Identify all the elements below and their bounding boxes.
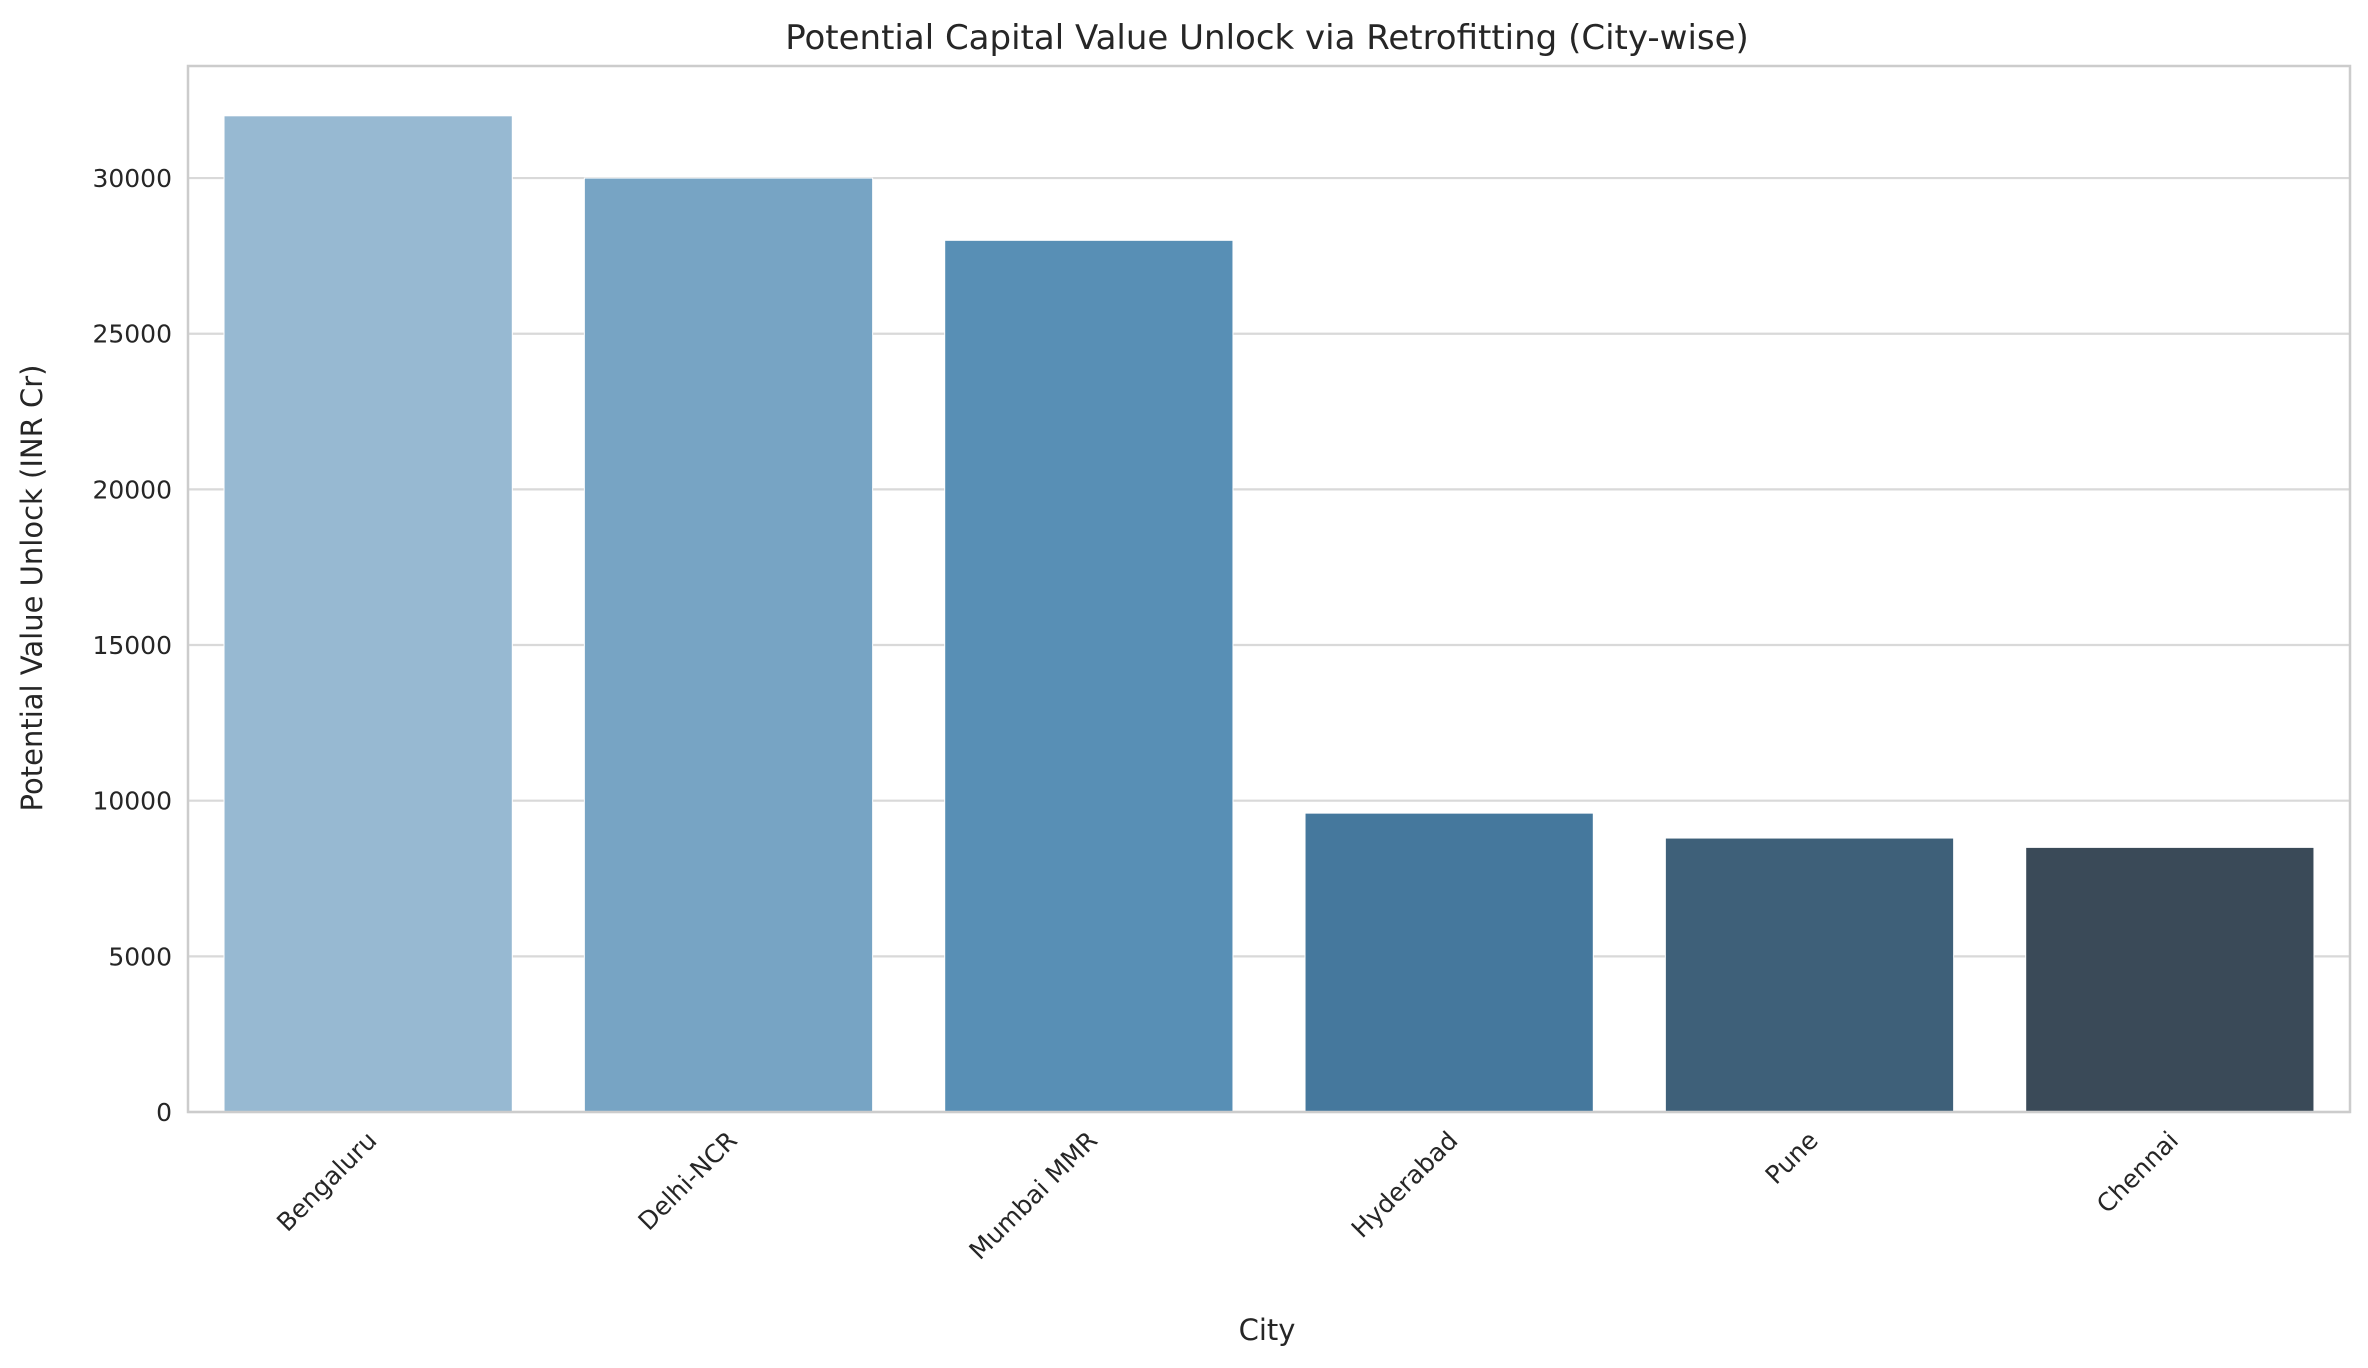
y-tick-label: 0 <box>156 1098 172 1127</box>
bar <box>1304 812 1594 1113</box>
y-tick-label: 5000 <box>108 942 172 971</box>
y-tick-labels: 0 5000 10000 15000 20000 25000 30000 <box>92 164 172 1127</box>
bars <box>223 115 2315 1113</box>
y-tick-label: 15000 <box>92 631 172 660</box>
plot-frame <box>186 64 2352 1114</box>
chart-title: Potential Capital Value Unlock via Retro… <box>785 18 1749 58</box>
x-axis-title: City <box>1239 1313 1296 1347</box>
y-tick-label: 10000 <box>92 787 172 816</box>
bar <box>2025 846 2315 1113</box>
y-tick-label: 30000 <box>92 164 172 193</box>
bar <box>944 239 1234 1113</box>
bar <box>223 115 513 1113</box>
bar <box>583 177 874 1113</box>
bar <box>1664 837 1955 1113</box>
y-axis-title: Potential Value Unlock (INR Cr) <box>15 365 49 812</box>
y-tick-label: 25000 <box>92 320 172 349</box>
plot-border <box>186 64 2352 1114</box>
y-tick-label: 20000 <box>92 475 172 504</box>
